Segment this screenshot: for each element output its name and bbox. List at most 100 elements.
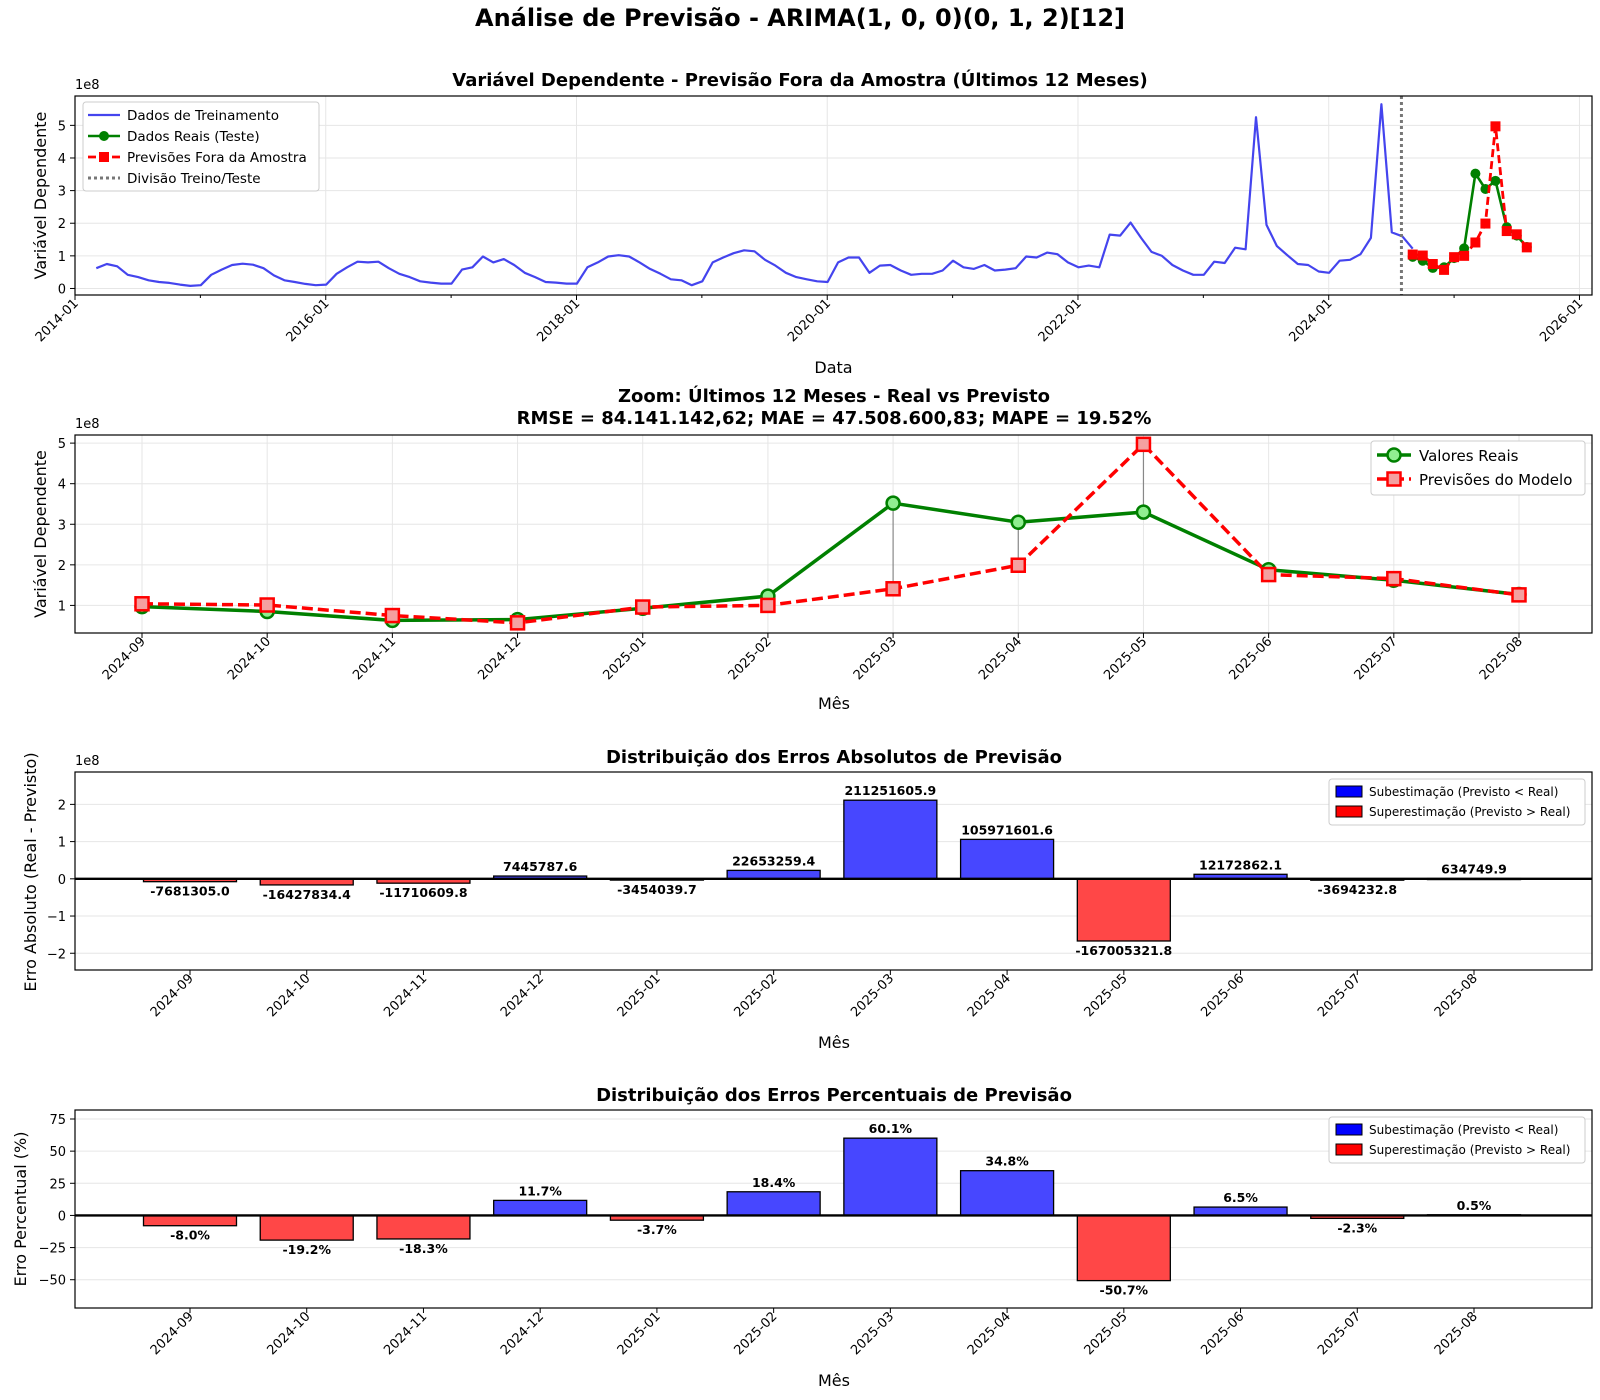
test-series-line — [1412, 170, 1528, 270]
x-tick-label: 2025-04 — [965, 971, 1014, 1020]
legend-label: Divisão Treino/Teste — [127, 171, 261, 187]
forecast-series-line — [1412, 126, 1528, 272]
bar-value-label: -167005321.8 — [1075, 943, 1172, 958]
y-scale-label: 1e8 — [75, 78, 100, 93]
x-tick-label: 2025-07 — [1315, 971, 1364, 1020]
bar-value-label: 634749.9 — [1441, 862, 1507, 877]
axes-frame — [74, 434, 1593, 634]
x-tick-label: 2024-09 — [100, 634, 149, 683]
bar-value-label: -8.0% — [170, 1228, 210, 1243]
x-tick-label: 2020-01 — [785, 296, 834, 345]
bar-value-label: 211251605.9 — [844, 783, 936, 798]
axes-frame — [74, 1109, 1593, 1309]
y-axis-label: Variável Dependente — [31, 450, 50, 618]
axes-frame — [74, 95, 1593, 296]
y-tick-label: 0 — [58, 873, 66, 888]
overestimation-bar — [1076, 1214, 1171, 1282]
underestimation-bar — [726, 869, 821, 880]
chart-title: Variável Dependente - Previsão Fora da A… — [452, 69, 1148, 91]
y-scale-label: 1e8 — [75, 417, 100, 432]
y-tick-label: 5 — [58, 437, 66, 452]
x-tick-label: 2022-01 — [1036, 296, 1085, 345]
x-tick-label: 2016-01 — [284, 296, 333, 345]
bar-value-label: -3.7% — [637, 1222, 677, 1237]
underestimation-bar — [1193, 1206, 1288, 1217]
legend-box — [82, 101, 320, 192]
x-tick-label: 2025-03 — [851, 634, 900, 683]
x-tick-label: 2024-12 — [498, 1309, 547, 1358]
bar-value-label: -16427834.4 — [263, 887, 352, 902]
y-tick-label: 1 — [58, 599, 66, 614]
x-tick-label: 2024-10 — [265, 971, 314, 1020]
underestimation-bar — [959, 838, 1055, 880]
overestimation-bar — [376, 1214, 471, 1240]
legend-swatch-under — [1335, 1123, 1363, 1136]
chart-title: Zoom: Últimos 12 Meses - Real vs Previst… — [618, 385, 1050, 407]
forecast-point — [1449, 252, 1460, 263]
x-tick-label: 2024-12 — [475, 634, 524, 683]
overestimation-bar — [259, 1214, 354, 1241]
forecast-point — [1459, 250, 1470, 261]
real-value-point — [1010, 514, 1027, 530]
legend-marker-forecast — [99, 152, 109, 162]
forecast-value-point — [1260, 566, 1277, 583]
bar-value-label: 0.5% — [1457, 1198, 1492, 1213]
forecast-value-point — [259, 597, 275, 613]
y-tick-label: −50 — [39, 1274, 66, 1289]
forecast-point — [1439, 264, 1450, 275]
bar-value-label: -2.3% — [1337, 1220, 1377, 1235]
x-tick-label: 2024-09 — [148, 1309, 197, 1358]
y-tick-label: 2 — [58, 559, 66, 574]
x-tick-label: 2024-11 — [381, 1309, 430, 1358]
forecast-value-point — [885, 581, 901, 597]
x-tick-label: 2025-08 — [1432, 1309, 1481, 1358]
bar-value-label: 18.4% — [752, 1175, 796, 1190]
legend-label: Subestimação (Previsto < Real) — [1369, 1123, 1558, 1137]
legend-label: Subestimação (Previsto < Real) — [1369, 785, 1558, 799]
bar-value-label: -18.3% — [399, 1241, 448, 1256]
x-tick-label: 2025-05 — [1101, 634, 1150, 683]
figure-title: Análise de Previsão - ARIMA(1, 0, 0)(0, … — [475, 4, 1125, 32]
x-axis-label: Mês — [818, 694, 850, 713]
overestimation-bar — [142, 1214, 238, 1227]
overestimation-bar — [1076, 878, 1171, 942]
real-value-point — [1135, 504, 1152, 520]
legend-box — [1328, 1116, 1586, 1164]
y-tick-label: 3 — [58, 185, 66, 200]
x-tick-label: 2024-01 — [1287, 296, 1336, 345]
x-tick-label: 2025-05 — [1082, 1309, 1131, 1358]
forecast-point — [1501, 226, 1512, 237]
x-tick-label: 2025-01 — [615, 1309, 664, 1358]
real-value-point — [885, 495, 901, 511]
y-tick-label: −1 — [47, 910, 66, 925]
real-values-line — [141, 501, 1520, 623]
forecast-value-point — [1135, 436, 1152, 453]
x-tick-label: 2025-04 — [976, 634, 1025, 683]
bar-value-label: -3694232.8 — [1318, 882, 1398, 897]
y-axis-label: Erro Percentual (%) — [11, 1132, 30, 1287]
chart-subtitle: RMSE = 84.141.142,62; MAE = 47.508.600,8… — [517, 408, 1152, 429]
axes-frame — [74, 771, 1593, 971]
forecast-point — [1480, 218, 1491, 229]
bar-value-label: 22653259.4 — [732, 853, 815, 868]
bar-value-label: 60.1% — [869, 1121, 913, 1136]
forecast-value-point — [1511, 587, 1527, 603]
legend-swatch-over — [1335, 805, 1363, 818]
y-tick-label: 5 — [58, 119, 66, 134]
y-tick-label: 50 — [49, 1145, 66, 1160]
x-tick-label: 2025-02 — [726, 634, 775, 683]
y-tick-label: 4 — [58, 152, 66, 167]
x-tick-label: 2025-06 — [1226, 634, 1275, 683]
y-tick-label: −25 — [39, 1242, 66, 1257]
legend-marker-forecast — [1386, 471, 1402, 487]
forecast-value-point — [634, 599, 651, 615]
x-tick-label: 2024-10 — [225, 634, 274, 683]
charts-layer: Variável Dependente - Previsão Fora da A… — [11, 69, 1593, 1390]
y-tick-label: −2 — [47, 947, 66, 962]
test-point — [1490, 175, 1501, 186]
y-tick-label: 0 — [58, 1209, 66, 1224]
chart-title: Distribuição dos Erros Absolutos de Prev… — [606, 747, 1062, 768]
x-tick-label: 2025-06 — [1198, 1309, 1247, 1358]
training-series-line — [95, 103, 1414, 287]
